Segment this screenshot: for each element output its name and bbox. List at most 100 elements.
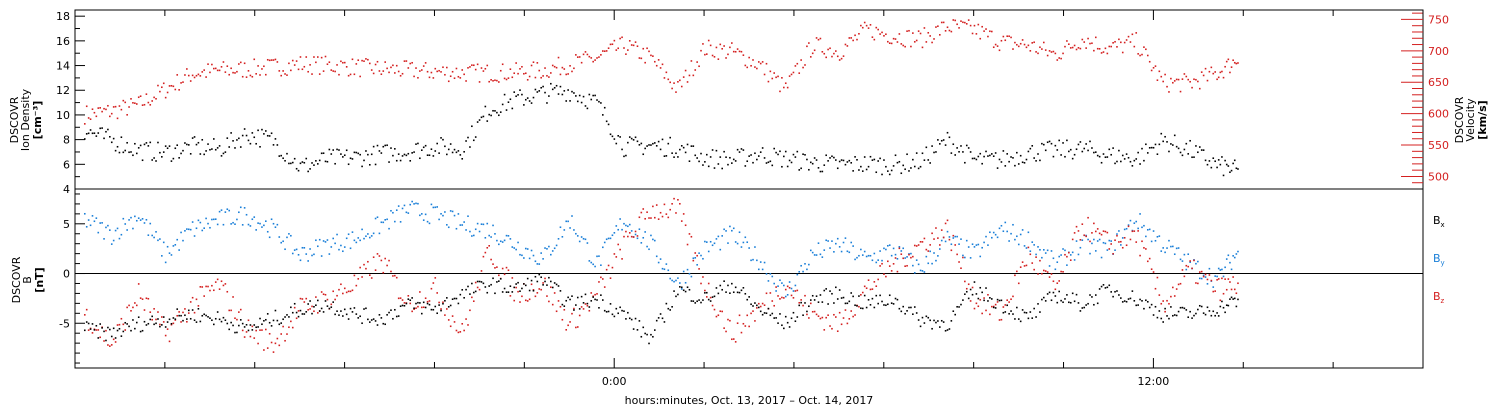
density-point <box>513 91 516 93</box>
density-point <box>588 93 591 96</box>
bz-point <box>1237 282 1239 285</box>
bx-point <box>781 324 783 327</box>
bz-point <box>967 283 970 286</box>
velocity-point <box>530 64 533 67</box>
bz-point <box>394 274 396 277</box>
density-point <box>1010 156 1012 158</box>
density-point <box>297 169 300 172</box>
density-point <box>347 163 350 166</box>
bx-point <box>1195 312 1197 315</box>
density-point <box>908 170 910 172</box>
by-point <box>453 214 456 217</box>
bz-point <box>994 303 997 306</box>
density-point <box>769 160 772 163</box>
velocity-point <box>480 67 483 69</box>
velocity-point <box>779 90 781 93</box>
bz-point <box>180 321 182 323</box>
density-point <box>241 134 244 137</box>
bz-point <box>205 285 207 288</box>
velocity-point <box>409 62 412 65</box>
bx-point <box>349 307 352 310</box>
bz-point <box>773 304 775 307</box>
velocity-point <box>915 39 918 42</box>
velocity-point <box>376 60 379 63</box>
bz-point <box>823 329 826 331</box>
velocity-point <box>871 36 874 38</box>
bz-point <box>536 292 539 294</box>
bx-point <box>1081 307 1084 309</box>
velocity-point <box>1222 76 1225 79</box>
velocity-point <box>994 43 997 46</box>
velocity-point <box>908 29 910 32</box>
density-point <box>731 162 733 164</box>
velocity-point <box>611 43 614 46</box>
by-point <box>374 217 377 220</box>
bx-point <box>1066 294 1068 296</box>
density-point <box>960 145 962 147</box>
density-point <box>942 139 945 141</box>
bx-point <box>1048 291 1051 294</box>
bx-point <box>521 287 523 290</box>
by-point <box>1154 239 1157 242</box>
bz-point <box>1114 239 1116 242</box>
by-point <box>798 270 801 273</box>
velocity-point <box>332 70 335 72</box>
bx-point <box>480 281 483 283</box>
by-point <box>553 247 556 250</box>
density-point <box>967 147 970 149</box>
density-point <box>694 154 697 157</box>
velocity-point <box>1083 41 1086 43</box>
bx-point <box>754 302 756 304</box>
bx-point <box>307 303 309 305</box>
bx-point <box>1031 317 1034 319</box>
bz-point <box>692 259 695 262</box>
bz-point <box>594 293 596 296</box>
by-point <box>1106 249 1109 251</box>
by-point <box>1183 253 1186 256</box>
velocity-point <box>1191 86 1193 89</box>
bz-point <box>698 268 700 270</box>
bx-point <box>771 312 774 315</box>
by-point <box>586 242 589 244</box>
density-point <box>763 157 766 159</box>
by-point <box>692 257 695 260</box>
bz-point <box>1200 270 1203 273</box>
velocity-point <box>257 65 259 67</box>
density-point <box>827 160 829 162</box>
bx-point <box>846 302 849 305</box>
by-point <box>702 257 704 260</box>
velocity-point <box>132 102 134 104</box>
density-point <box>779 150 781 153</box>
bz-point <box>586 304 589 307</box>
by-point <box>1121 237 1124 239</box>
top-right-ytick-label: 650 <box>1428 76 1449 89</box>
velocity-point <box>1008 35 1010 38</box>
by-point <box>609 237 612 240</box>
density-point <box>501 103 504 106</box>
bx-point <box>519 290 521 292</box>
by-point <box>729 225 731 228</box>
density-point <box>253 136 256 139</box>
by-point <box>1233 256 1236 259</box>
density-point <box>528 100 531 102</box>
velocity-point <box>143 103 146 106</box>
velocity-point <box>1016 43 1018 46</box>
velocity-point <box>940 21 943 24</box>
by-point <box>1102 241 1105 244</box>
velocity-point <box>1143 46 1145 48</box>
bx-point <box>652 335 654 338</box>
bz-point <box>1116 234 1118 237</box>
velocity-point <box>1116 46 1118 48</box>
velocity-point <box>392 64 394 67</box>
top-left-ytick-label: 18 <box>56 10 70 23</box>
density-point <box>784 150 787 153</box>
by-point <box>451 210 454 213</box>
bz-point <box>274 342 277 345</box>
density-point <box>1050 142 1053 145</box>
density-point <box>490 114 492 117</box>
bx-point <box>120 335 123 337</box>
bz-point <box>717 314 720 317</box>
bx-point <box>451 298 454 301</box>
bz-point <box>1221 277 1223 280</box>
top-right-ytick-label: 550 <box>1428 139 1449 152</box>
